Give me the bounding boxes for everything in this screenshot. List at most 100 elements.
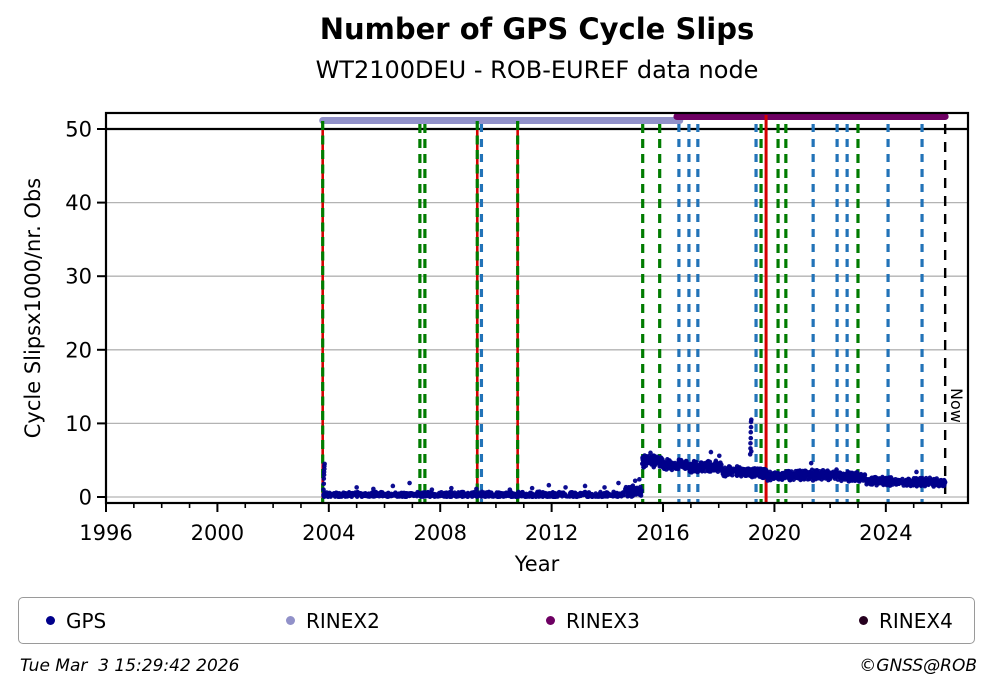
gps-point [726,464,732,469]
now-label: Now [947,388,966,423]
gps-point [914,469,919,475]
gps-point [829,470,835,476]
gps-point [765,472,770,477]
gps-point [518,493,524,498]
gps-point [389,492,395,498]
gps-point [834,467,839,472]
gps-point [768,477,773,483]
x-tick-label: 2020 [748,521,801,545]
x-tick-label: 2000 [191,521,244,545]
gps-point [407,493,413,498]
x-axis-label: Year [514,552,560,576]
gps-point [800,470,806,475]
gps-point [641,464,647,470]
gps-point [738,472,743,477]
gps-point [914,477,920,483]
gps-point [698,460,704,465]
gps-point [732,468,737,474]
gps-point [748,429,754,435]
gps-point [701,464,706,470]
gps-point [758,466,764,472]
gps-point [744,466,750,472]
gps-point [713,458,719,464]
gps-point [749,417,754,423]
legend-dot-rinex3 [546,616,555,625]
gps-point [383,492,389,497]
gps-point [461,491,467,497]
gps-point [530,494,535,500]
gps-point [444,490,449,496]
gps-point [923,478,929,483]
gps-point [742,470,748,475]
gps-point [322,461,327,467]
gps-point [562,492,568,497]
gps-point [671,464,677,469]
gps-point [706,468,711,474]
gps-point [693,468,698,474]
gps-point [872,475,877,480]
gps-point [811,476,817,482]
gps-point [864,480,870,485]
gps-point [377,490,383,496]
gps-point [603,494,608,499]
gps-point [788,473,794,479]
gps-point [712,464,718,470]
gps-point [491,493,497,498]
gps-point [748,435,754,441]
gps-point [704,464,710,470]
gps-point [912,481,917,487]
gps-point [883,479,888,484]
x-tick-label: 2024 [859,521,912,545]
gps-point [749,449,754,454]
gps-point [618,492,624,498]
gps-point [426,493,432,498]
gps-point [708,449,714,455]
gps-point [616,480,621,486]
chart-plot-area: 0 10 20 30 40 50 1996 2000 2004 2008 2012 2016 2020 2… [65,111,970,545]
gps-point [852,478,858,484]
gps-point [632,478,638,484]
gps-point [546,482,552,488]
gps-point [667,464,672,470]
gps-point [453,493,459,498]
gps-point [582,483,588,489]
gps-point [783,472,788,477]
legend-dot-rinex4 [859,616,868,625]
gps-point [588,493,594,499]
gps-point [727,471,733,477]
gps-point [335,494,341,499]
x-tick-label: 2012 [525,521,578,545]
gps-point [411,493,417,499]
gps-point [688,461,693,467]
legend-label: RINEX3 [566,608,640,633]
gps-point [507,487,513,492]
gps-point [891,478,896,484]
gps-point [660,461,665,467]
gps-point [629,485,634,491]
gps-point [716,453,722,459]
legend-item-rinex2: RINEX2 [286,609,380,633]
gps-point [749,468,754,473]
gps-point [842,477,848,482]
gps-point [403,491,408,496]
gps-point [508,494,514,500]
gps-point [596,494,602,499]
gps-point [634,491,639,496]
gps-point [361,492,366,498]
gps-point [796,470,801,476]
gps-point [639,488,644,493]
gps-point [652,458,658,464]
page-title: Number of GPS Cycle Slips [319,12,755,46]
gps-point [686,465,691,470]
gps-point [323,493,329,499]
copyright-text: ©GNSS@ROB [859,656,977,676]
gps-point [563,485,568,490]
gps-point [544,492,549,497]
timestamp-text: Tue Mar 3 15:29:42 2026 [20,656,240,676]
x-tick-label: 2016 [636,521,689,545]
gps-point [396,494,402,499]
gps-point [840,472,845,477]
gps-point [941,483,947,489]
gps-point [918,483,924,489]
gps-point [802,474,807,480]
